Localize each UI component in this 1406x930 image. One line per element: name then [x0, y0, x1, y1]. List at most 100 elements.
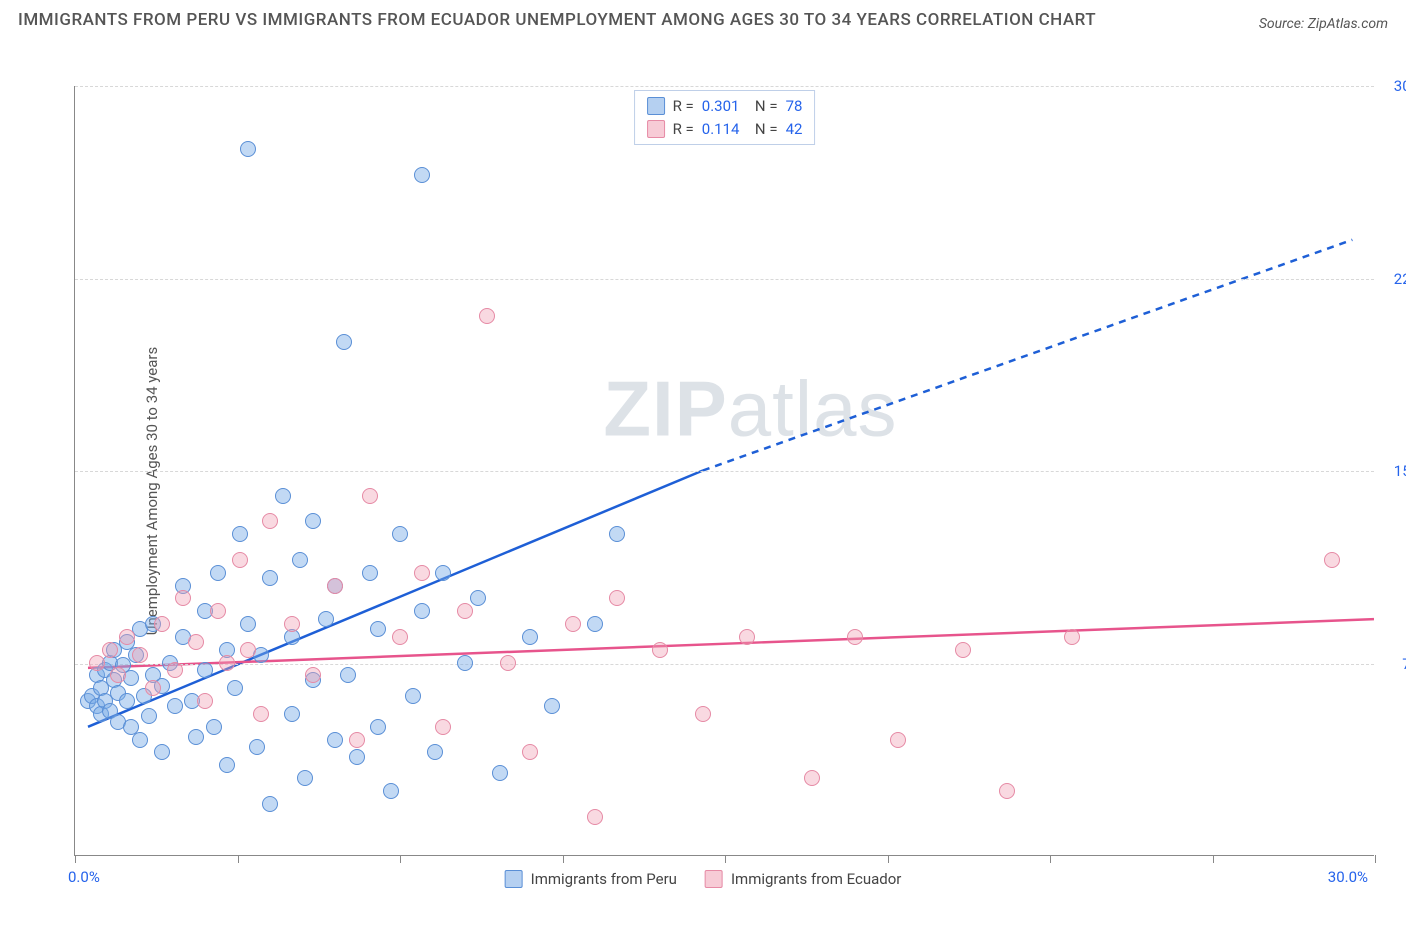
source-label: Source: ZipAtlas.com [1259, 16, 1388, 34]
data-point [154, 744, 170, 760]
x-tick [1050, 855, 1051, 863]
data-point [362, 488, 378, 504]
data-point [219, 655, 235, 671]
gridline [75, 471, 1374, 472]
data-point [206, 719, 222, 735]
data-point [110, 667, 126, 683]
data-point [167, 698, 183, 714]
data-point [227, 680, 243, 696]
data-point [427, 744, 443, 760]
data-point [119, 629, 135, 645]
data-point [145, 680, 161, 696]
data-point [132, 647, 148, 663]
x-tick [238, 855, 239, 863]
watermark: ZIPatlas [603, 363, 897, 454]
legend-item-ecuador: Immigrants from Ecuador [705, 870, 901, 888]
data-point [232, 552, 248, 568]
legend-label-ecuador: Immigrants from Ecuador [731, 870, 901, 888]
swatch-blue-icon [505, 870, 523, 888]
data-point [327, 732, 343, 748]
data-point [175, 590, 191, 606]
data-point [262, 796, 278, 812]
data-point [392, 629, 408, 645]
data-point [414, 167, 430, 183]
data-point [240, 616, 256, 632]
data-point [1324, 552, 1340, 568]
plot-area: ZIPatlas R = 0.301 N = 78 R = 0.114 N = … [74, 86, 1374, 856]
data-point [292, 552, 308, 568]
data-point [240, 642, 256, 658]
y-tick-label: 7.5% [1402, 655, 1406, 673]
x-tick [1375, 855, 1376, 863]
data-point [297, 770, 313, 786]
y-tick-label: 15.0% [1394, 462, 1406, 480]
data-point [955, 642, 971, 658]
r-value-peru: 0.301 [702, 95, 740, 118]
x-tick [400, 855, 401, 863]
legend-label-peru: Immigrants from Peru [531, 870, 677, 888]
data-point [262, 513, 278, 529]
data-point [500, 655, 516, 671]
data-point [197, 662, 213, 678]
data-point [609, 590, 625, 606]
data-point [362, 565, 378, 581]
data-point [470, 590, 486, 606]
data-point [695, 706, 711, 722]
correlation-legend: R = 0.301 N = 78 R = 0.114 N = 42 [634, 90, 816, 145]
trend-line [88, 619, 1374, 668]
data-point [370, 621, 386, 637]
data-point [383, 783, 399, 799]
data-point [318, 611, 334, 627]
data-point [349, 732, 365, 748]
y-tick-label: 30.0% [1394, 77, 1406, 95]
y-tick-label: 22.5% [1394, 270, 1406, 288]
r-label: R = [673, 95, 694, 118]
x-tick [1213, 855, 1214, 863]
data-point [890, 732, 906, 748]
n-value-ecuador: 42 [786, 118, 803, 141]
data-point [253, 706, 269, 722]
data-point [739, 629, 755, 645]
n-value-peru: 78 [786, 95, 803, 118]
data-point [141, 708, 157, 724]
gridline [75, 279, 1374, 280]
data-point [522, 629, 538, 645]
n-label: N = [747, 118, 777, 141]
data-point [275, 488, 291, 504]
x-tick [75, 855, 76, 863]
data-point [414, 565, 430, 581]
data-point [1064, 629, 1080, 645]
n-label: N = [747, 95, 777, 118]
data-point [305, 667, 321, 683]
watermark-bold: ZIP [603, 364, 727, 452]
data-point [405, 688, 421, 704]
data-point [492, 765, 508, 781]
data-point [565, 616, 581, 632]
data-point [327, 578, 343, 594]
data-point [102, 642, 118, 658]
data-point [370, 719, 386, 735]
data-point [240, 141, 256, 157]
data-point [210, 603, 226, 619]
data-point [305, 513, 321, 529]
data-point [414, 603, 430, 619]
data-point [457, 655, 473, 671]
data-point [587, 809, 603, 825]
r-label: R = [673, 118, 694, 141]
x-tick [888, 855, 889, 863]
x-tick [725, 855, 726, 863]
data-point [544, 698, 560, 714]
chart-container: Unemployment Among Ages 30 to 34 years Z… [18, 86, 1388, 896]
data-point [210, 565, 226, 581]
x-tick [563, 855, 564, 863]
legend-row-peru: R = 0.301 N = 78 [647, 95, 803, 118]
data-point [89, 655, 105, 671]
data-point [392, 526, 408, 542]
data-point [232, 526, 248, 542]
data-point [457, 603, 473, 619]
gridline [75, 664, 1374, 665]
data-point [132, 732, 148, 748]
x-min-label: 0.0% [68, 868, 100, 886]
data-point [652, 642, 668, 658]
data-point [804, 770, 820, 786]
